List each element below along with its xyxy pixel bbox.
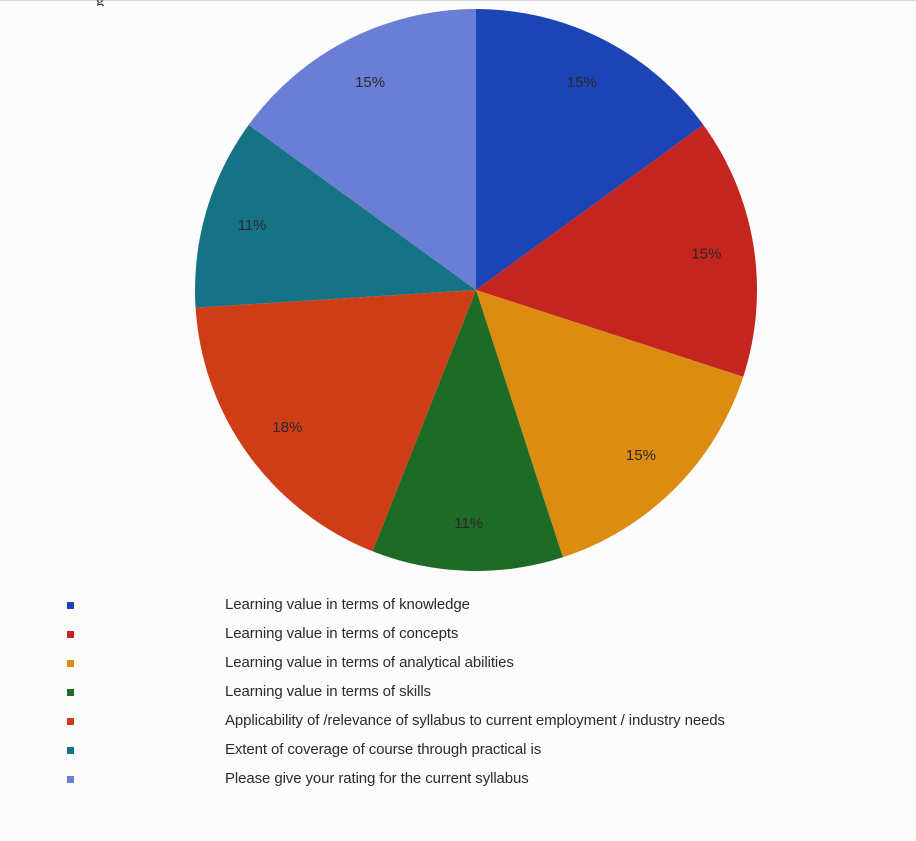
pie-slice-3 (476, 290, 744, 558)
legend-item: Learning value in terms of concepts (0, 622, 916, 650)
pie-slice-1 (476, 9, 704, 290)
slice-data-label-3: 15% (626, 447, 656, 464)
legend-swatch (67, 631, 74, 638)
legend-label: Extent of coverage of course through pra… (225, 741, 542, 758)
legend-item: Learning value in terms of knowledge (0, 593, 916, 621)
pie-slice-5 (195, 290, 476, 552)
legend-item: Learning value in terms of skills (0, 680, 916, 708)
cut-off-caption: g (96, 0, 104, 6)
slice-data-label-4: 11% (454, 515, 483, 532)
pie-slice-7 (248, 9, 476, 290)
slice-data-label-2: 15% (691, 246, 721, 263)
legend-label: Learning value in terms of concepts (225, 625, 459, 642)
legend-item: Applicability of /relevance of syllabus … (0, 709, 916, 737)
legend-swatch (67, 602, 74, 609)
pie-slice-6 (195, 124, 476, 308)
legend-label: Applicability of /relevance of syllabus … (225, 712, 725, 729)
slice-data-label-7: 15% (355, 74, 385, 91)
legend-label: Learning value in terms of skills (225, 683, 431, 700)
legend-swatch (67, 776, 74, 783)
legend-swatch (67, 747, 74, 754)
legend-label: Learning value in terms of analytical ab… (225, 654, 514, 671)
pie-slice-2 (476, 124, 757, 377)
pie-chart: 15% 15% 15% 11% 18% 11% 15% (195, 9, 757, 571)
legend-item: Learning value in terms of analytical ab… (0, 651, 916, 679)
legend-swatch (67, 718, 74, 725)
pie-slice-4 (372, 290, 563, 571)
legend-label: Please give your rating for the current … (225, 770, 529, 787)
slice-data-label-1: 15% (567, 74, 597, 91)
legend-swatch (67, 660, 74, 667)
slice-data-label-6: 11% (238, 217, 267, 234)
legend-label: Learning value in terms of knowledge (225, 596, 470, 613)
legend-item: Extent of coverage of course through pra… (0, 738, 916, 766)
legend-swatch (67, 689, 74, 696)
legend-item: Please give your rating for the current … (0, 767, 916, 795)
slice-data-label-5: 18% (272, 419, 302, 436)
